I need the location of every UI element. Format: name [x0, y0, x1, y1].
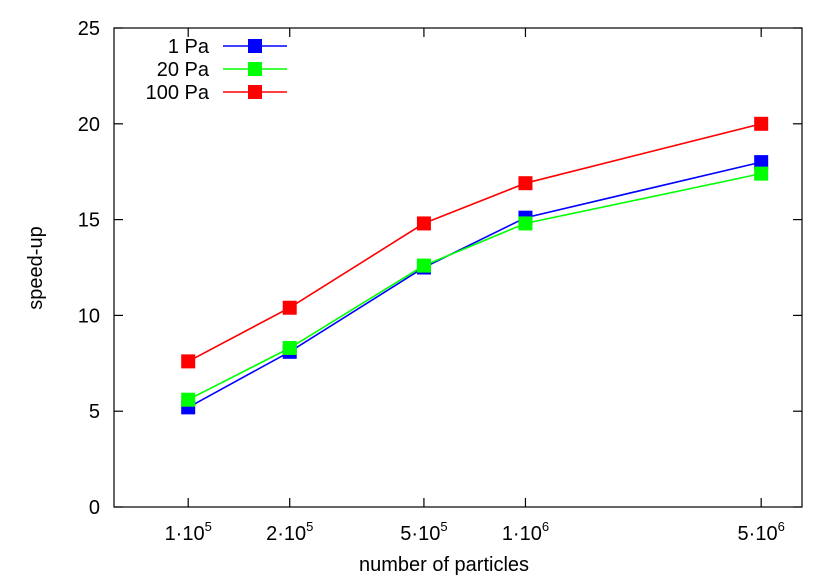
legend-marker — [248, 85, 262, 99]
series-layer — [181, 116, 769, 415]
y-tick-label: 10 — [78, 305, 100, 327]
data-point — [282, 340, 297, 355]
x-tick-label-base: 5·10 — [738, 523, 778, 545]
x-tick-label-exponent: 5 — [205, 519, 212, 534]
data-point — [518, 176, 533, 191]
x-tick-label: 5·106 — [738, 519, 785, 545]
y-tick-label: 0 — [89, 497, 100, 519]
data-point — [416, 258, 431, 273]
legend-marker — [248, 39, 262, 53]
plot-frame — [113, 27, 803, 508]
data-point — [282, 300, 297, 315]
x-tick-label: 1·106 — [502, 519, 549, 545]
data-point — [754, 116, 769, 131]
data-point — [518, 216, 533, 231]
y-tick-label: 20 — [78, 114, 100, 136]
x-tick-label-base: 1·10 — [502, 523, 542, 545]
x-tick-label: 2·105 — [266, 519, 313, 545]
y-tick-label: 25 — [78, 18, 100, 40]
x-tick-label: 5·105 — [400, 519, 447, 545]
legend-marker — [248, 62, 262, 76]
legend-label: 1 Pa — [168, 36, 210, 58]
y-tick-label: 15 — [78, 210, 100, 232]
legend-label: 20 Pa — [157, 59, 210, 81]
data-point — [754, 155, 769, 170]
x-axis-ticks: 1·105 2·105 5·105 1·106 5·106 — [165, 28, 785, 545]
x-tick-label-base: 5·10 — [400, 523, 440, 545]
x-tick-label-exponent: 6 — [542, 519, 549, 534]
y-axis-title: speed-up — [25, 226, 47, 309]
data-point — [181, 392, 196, 407]
legend-label: 100 Pa — [146, 82, 210, 104]
data-point — [754, 166, 769, 181]
data-point — [181, 354, 196, 369]
y-axis-ticks: 0 5 10 15 20 25 — [78, 18, 802, 519]
series-line — [187, 161, 762, 409]
x-tick-label-exponent: 5 — [306, 519, 313, 534]
x-tick-label-exponent: 5 — [440, 519, 447, 534]
x-tick-label: 1·105 — [165, 519, 212, 545]
x-tick-label-exponent: 6 — [778, 519, 785, 534]
x-axis-title: number of particles — [359, 554, 529, 576]
series-line — [187, 172, 762, 401]
y-tick-label: 5 — [89, 401, 100, 423]
x-tick-label-base: 1·10 — [165, 523, 205, 545]
data-point — [416, 216, 431, 231]
x-tick-label-base: 2·10 — [266, 523, 306, 545]
